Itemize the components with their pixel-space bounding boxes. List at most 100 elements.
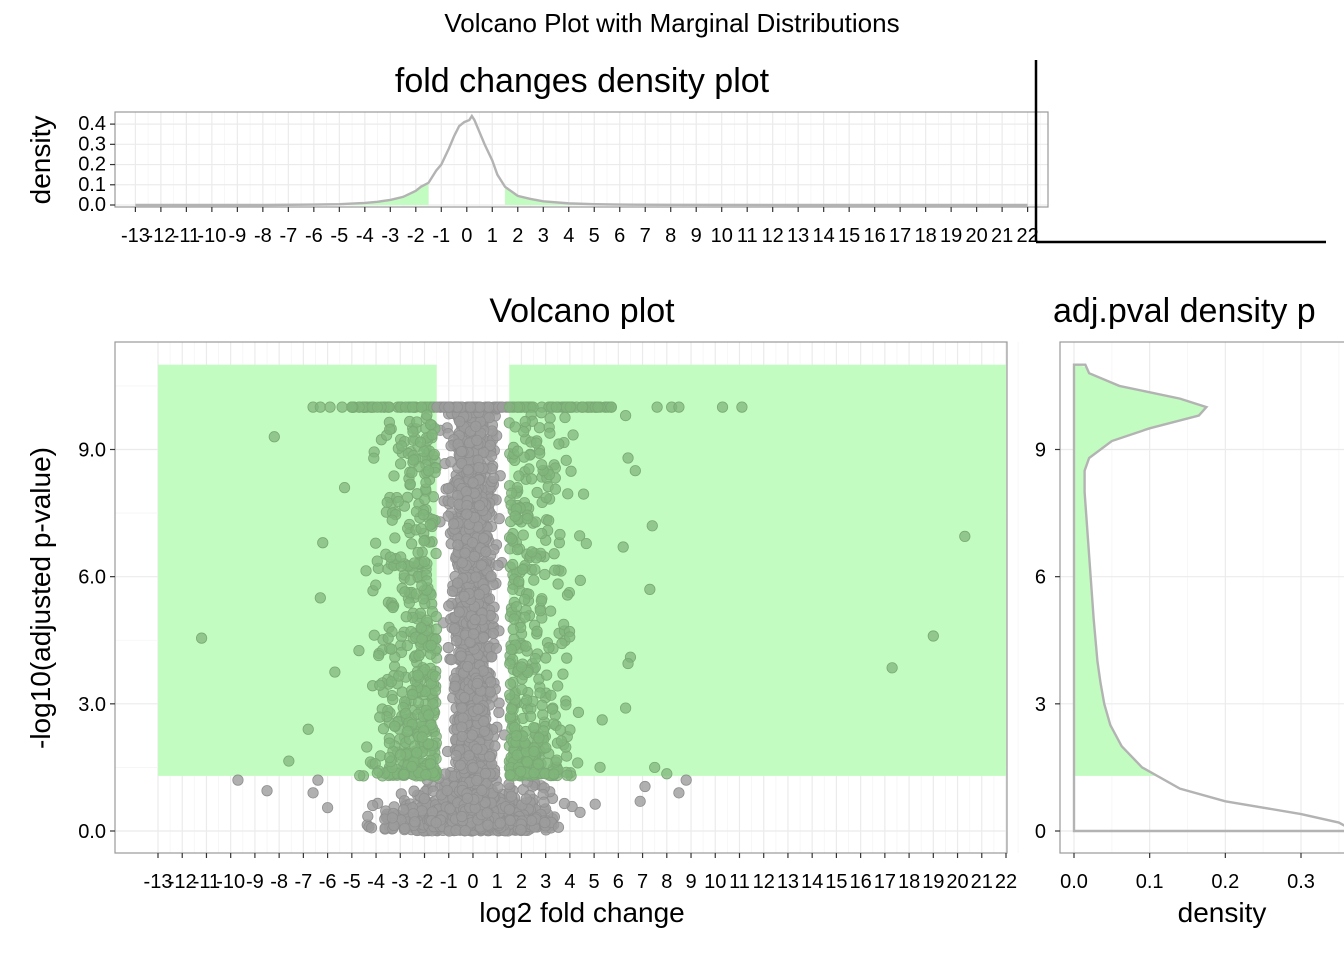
volcano-point xyxy=(560,699,572,711)
volcano-point xyxy=(574,806,586,818)
volcano-point xyxy=(360,565,372,577)
density-x-tick-label: -9 xyxy=(228,225,246,247)
volcano-point xyxy=(528,721,540,734)
volcano-point xyxy=(404,574,416,586)
volcano-point xyxy=(446,585,459,597)
density-y-tick-label: 0.1 xyxy=(78,174,106,196)
volcano-point xyxy=(487,627,499,640)
volcano-point xyxy=(523,463,535,475)
volcano-x-tick-label: -8 xyxy=(270,871,288,893)
volcano-point xyxy=(646,520,658,532)
volcano-point xyxy=(541,669,553,681)
volcano-point xyxy=(513,470,525,482)
volcano-point xyxy=(385,643,397,655)
volcano-point xyxy=(548,548,560,560)
volcano-title: Volcano plot xyxy=(489,292,675,330)
volcano-point xyxy=(561,769,573,781)
volcano-point xyxy=(422,465,435,477)
volcano-point xyxy=(558,618,570,630)
volcano-point xyxy=(649,761,661,774)
volcano-point xyxy=(562,488,574,500)
volcano-point xyxy=(401,639,413,652)
volcano-point xyxy=(516,683,528,696)
density-x-tick-label: 7 xyxy=(640,225,651,247)
density-shaded-region xyxy=(505,186,1028,205)
volcano-point xyxy=(415,622,427,634)
volcano-point xyxy=(411,416,423,428)
volcano-point xyxy=(458,691,471,704)
volcano-point xyxy=(538,796,550,808)
volcano-x-tick-label: -4 xyxy=(367,871,385,893)
volcano-point xyxy=(399,822,411,835)
density-x-tick-label: 21 xyxy=(991,225,1013,247)
volcano-point xyxy=(381,496,393,508)
volcano-point xyxy=(474,500,486,512)
volcano-point xyxy=(543,642,555,654)
volcano-point xyxy=(423,709,435,721)
volcano-point xyxy=(505,790,517,802)
volcano-point xyxy=(420,769,432,781)
volcano-point xyxy=(413,650,425,662)
pval-density-x-tick-label: 0.3 xyxy=(1287,871,1315,893)
density-x-tick-label: -10 xyxy=(197,225,226,247)
volcano-x-tick-label: 4 xyxy=(564,871,575,893)
pval-density-x-tick-label: 0.2 xyxy=(1211,871,1239,893)
volcano-y-tick-label: 6.0 xyxy=(78,567,106,589)
volcano-x-tick-label: -12 xyxy=(168,871,197,893)
volcano-point xyxy=(384,423,396,436)
volcano-point xyxy=(517,529,529,541)
density-shaded-region xyxy=(135,182,429,205)
volcano-point xyxy=(394,749,407,761)
volcano-point xyxy=(504,678,517,690)
volcano-point xyxy=(450,750,462,762)
volcano-point xyxy=(370,579,382,591)
density-y-axis: 0.00.10.20.30.4 xyxy=(78,113,115,216)
pval-density-x-tick-label: 0.0 xyxy=(1060,871,1088,893)
volcano-y-axis: 0.0 3.0 6.0 9.0 xyxy=(78,440,115,843)
volcano-point xyxy=(443,600,455,612)
volcano-point xyxy=(412,697,425,709)
volcano-point xyxy=(519,415,531,428)
volcano-point xyxy=(419,493,431,506)
volcano-point xyxy=(416,731,428,743)
volcano-point xyxy=(418,535,430,547)
density-x-tick-label: -1 xyxy=(432,225,450,247)
volcano-x-tick-label: 1 xyxy=(492,871,503,893)
volcano-point xyxy=(418,445,430,458)
volcano-point xyxy=(515,824,527,836)
density-x-tick-label: 19 xyxy=(940,225,962,247)
volcano-point xyxy=(553,438,565,450)
volcano-point xyxy=(539,568,551,581)
volcano-point xyxy=(564,631,576,643)
density-grid xyxy=(115,112,1048,207)
volcano-point xyxy=(484,686,496,698)
volcano-point xyxy=(261,785,273,797)
volcano-point xyxy=(302,723,314,735)
volcano-point xyxy=(525,710,537,723)
density-x-tick-label: 15 xyxy=(838,225,860,247)
volcano-x-tick-label: -2 xyxy=(416,871,434,893)
volcano-point xyxy=(550,401,562,413)
volcano-point xyxy=(384,551,396,563)
volcano-point xyxy=(454,759,467,771)
volcano-point xyxy=(471,677,483,690)
volcano-point xyxy=(574,574,586,587)
volcano-point xyxy=(232,774,244,786)
volcano-point xyxy=(408,557,420,569)
volcano-point xyxy=(504,769,516,781)
volcano-x-tick-label: 2 xyxy=(516,871,527,893)
volcano-point xyxy=(504,689,516,701)
volcano-point xyxy=(418,555,431,568)
volcano-point xyxy=(474,401,486,413)
volcano-y-tick-label: 3.0 xyxy=(78,694,106,716)
volcano-point xyxy=(373,649,385,662)
volcano-point xyxy=(622,452,634,464)
volcano-point xyxy=(424,418,437,431)
volcano-point xyxy=(418,792,430,805)
density-x-tick-label: 0 xyxy=(461,225,472,247)
volcano-point xyxy=(468,550,481,562)
volcano-point xyxy=(520,793,532,805)
volcano-point xyxy=(505,643,517,656)
volcano-point xyxy=(471,743,483,755)
